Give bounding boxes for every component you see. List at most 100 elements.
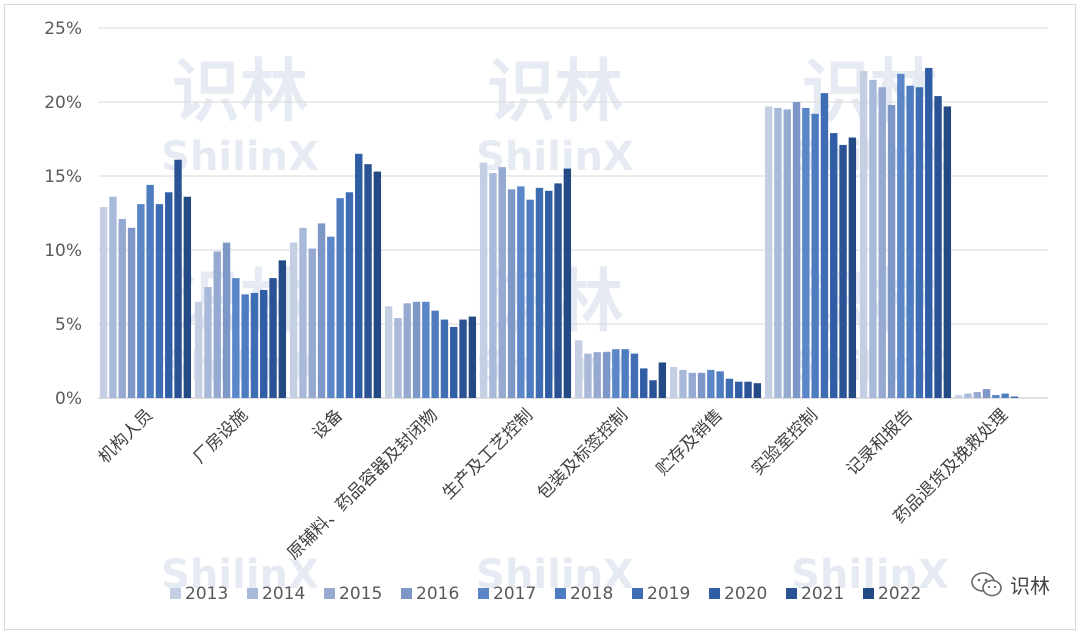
bar: [982, 389, 991, 398]
bar: [630, 353, 639, 398]
bar: [1010, 396, 1019, 398]
watermark-text: ShilinX: [161, 134, 319, 180]
bar: [299, 227, 307, 398]
bar: [954, 395, 963, 398]
bar: [204, 287, 212, 398]
bar: [621, 349, 629, 398]
bar: [165, 192, 173, 398]
bar: [869, 79, 877, 399]
bar: [345, 192, 354, 398]
bar: [593, 352, 601, 398]
bar: [384, 306, 393, 398]
legend-label: 2015: [339, 584, 382, 604]
bar: [820, 93, 829, 399]
bar: [498, 167, 506, 398]
x-tick-label: 生产及工艺控制: [439, 405, 537, 503]
legend: 2013 2014 2015 2016 2017 2018 2019 2020 2021 2022: [170, 584, 921, 604]
legend-swatch: [324, 588, 335, 599]
bar: [222, 242, 231, 398]
bar: [669, 366, 678, 398]
brand-label: 识林: [1010, 574, 1050, 598]
bar: [269, 278, 277, 398]
bar: [658, 362, 667, 398]
legend-swatch: [170, 588, 181, 599]
bar: [109, 196, 117, 398]
bar: [563, 168, 572, 398]
legend-swatch: [401, 588, 412, 599]
y-tick-label: 5%: [55, 315, 82, 335]
bar: [811, 113, 819, 398]
watermark-logo: 识林: [487, 53, 623, 132]
bar: [915, 87, 924, 398]
bar: [526, 199, 534, 398]
bar: [517, 186, 525, 398]
y-tick-label: 10%: [44, 241, 82, 261]
bar: [584, 353, 592, 398]
bar: [355, 153, 363, 398]
bar: [394, 318, 402, 398]
bar: [774, 107, 782, 399]
x-tick-label: 包装及标签控制: [534, 405, 632, 503]
legend-label: 2016: [416, 584, 459, 604]
watermark-logo: 识林: [172, 263, 308, 342]
bar: [137, 204, 145, 398]
y-tick-label: 20%: [44, 93, 82, 113]
legend-swatch: [632, 588, 643, 599]
bar: [241, 294, 249, 398]
legend-label: 2022: [878, 584, 921, 604]
bar: [127, 227, 136, 398]
bar: [450, 326, 458, 398]
legend-label: 2018: [570, 584, 613, 604]
bar: [422, 301, 430, 398]
bars: [99, 67, 1019, 399]
bar: [479, 162, 488, 398]
bar: [848, 137, 857, 398]
bar: [194, 301, 203, 398]
bar: [934, 96, 942, 398]
bar: [792, 102, 801, 398]
bar: [459, 319, 467, 398]
bar: [640, 368, 648, 398]
legend-swatch: [786, 588, 797, 599]
legend-label: 2019: [647, 584, 690, 604]
bar: [753, 383, 762, 398]
bar: [250, 292, 259, 398]
bar: [489, 173, 497, 398]
bar: [289, 242, 298, 398]
bar: [545, 190, 553, 398]
bar: [507, 189, 516, 398]
bar: [403, 303, 411, 398]
x-tick-label: 厂房设施: [190, 405, 252, 467]
bar: [1001, 393, 1009, 398]
bar: [887, 104, 896, 399]
bar: [830, 133, 838, 398]
bar: [906, 85, 914, 398]
bar: [336, 198, 344, 398]
x-tick-label: 贮存及销售: [653, 405, 727, 479]
y-axis: 0% 5% 10% 15% 20% 25%: [44, 19, 82, 409]
x-tick-label: 实验室控制: [748, 405, 822, 479]
bar: [278, 260, 287, 398]
bar: [735, 381, 743, 398]
bar: [118, 218, 126, 398]
bar: [612, 349, 620, 398]
bar: [574, 340, 583, 398]
bar: [317, 223, 326, 398]
bar: [412, 301, 421, 398]
bar: [679, 369, 687, 398]
bar: [155, 204, 164, 398]
bar: [99, 207, 108, 398]
y-tick-label: 0%: [55, 389, 82, 409]
brand-badge: 识林: [970, 570, 1050, 599]
bar: [431, 310, 439, 398]
bar: [925, 67, 933, 399]
legend-label: 2013: [185, 584, 228, 604]
bar: [373, 171, 382, 398]
bar: [764, 106, 773, 398]
x-tick-label: 设备: [309, 405, 347, 443]
bar: [327, 236, 335, 398]
bar: [878, 87, 886, 398]
bar: [859, 70, 868, 399]
